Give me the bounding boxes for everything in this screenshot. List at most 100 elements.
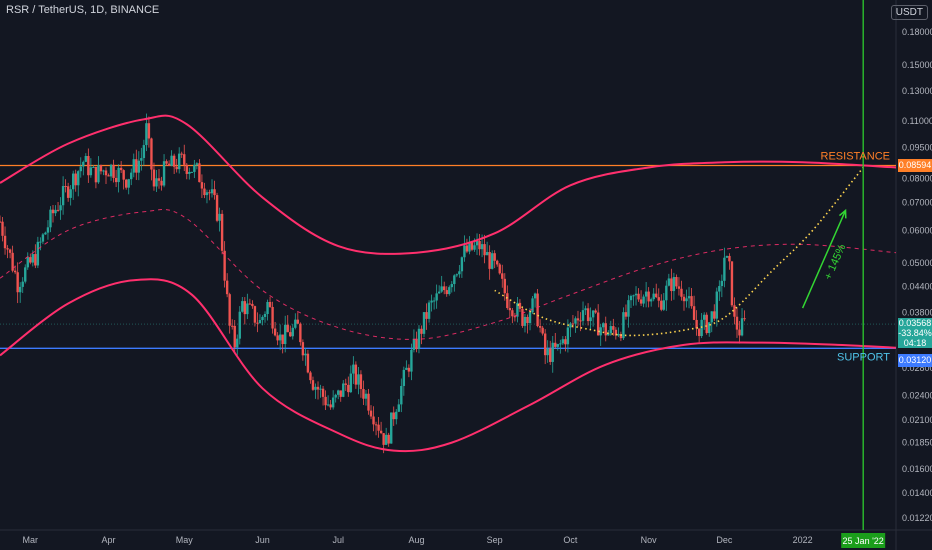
candle-body bbox=[379, 430, 383, 434]
candle-body bbox=[200, 182, 204, 189]
candle-body bbox=[127, 179, 130, 188]
candle-body bbox=[203, 188, 206, 196]
candle-body bbox=[634, 293, 638, 296]
candle-body bbox=[743, 318, 746, 320]
candle-body bbox=[213, 189, 216, 196]
candle-body bbox=[104, 170, 108, 176]
candle-body bbox=[533, 293, 537, 299]
channel-mid-curve bbox=[0, 209, 897, 340]
candle-body bbox=[554, 342, 557, 347]
candle-body bbox=[256, 322, 259, 324]
candle-body bbox=[738, 329, 741, 336]
y-tick-label: 0.05000 bbox=[902, 258, 932, 268]
candle-body bbox=[511, 310, 514, 317]
candle-body bbox=[304, 353, 307, 356]
x-tick-label: May bbox=[176, 535, 194, 545]
candle-body bbox=[713, 311, 716, 319]
candle-body bbox=[268, 301, 272, 307]
candle-body bbox=[657, 297, 660, 301]
chart-title: RSR / TetherUS, 1D, BINANCE bbox=[6, 4, 160, 16]
current-price-value: 0.03568 bbox=[898, 318, 932, 329]
candle-body bbox=[87, 156, 90, 176]
candle-body bbox=[296, 319, 300, 324]
candle-body bbox=[692, 306, 696, 320]
candle-body bbox=[29, 257, 32, 263]
candle-body bbox=[147, 123, 151, 139]
candle-body bbox=[427, 302, 431, 319]
channel-upper-curve bbox=[0, 114, 897, 255]
candle-body bbox=[160, 180, 163, 186]
candle-body bbox=[54, 209, 57, 214]
candle-body bbox=[591, 310, 595, 318]
candle-body bbox=[677, 286, 681, 289]
candle-body bbox=[690, 296, 693, 307]
candle-body bbox=[364, 393, 368, 399]
candle-body bbox=[243, 301, 247, 315]
candle-body bbox=[276, 335, 279, 341]
candle-body bbox=[152, 169, 156, 187]
candle-body bbox=[56, 209, 60, 211]
candle-body bbox=[16, 272, 19, 293]
x-tick-label: Mar bbox=[23, 535, 39, 545]
candle-body bbox=[215, 195, 219, 221]
candle-body bbox=[710, 311, 713, 323]
candle-body bbox=[278, 334, 282, 341]
candle-body bbox=[1, 221, 4, 236]
candle-body bbox=[458, 271, 461, 275]
candle-body bbox=[604, 323, 607, 336]
candle-body bbox=[102, 170, 105, 172]
candle-body bbox=[382, 433, 385, 445]
y-tick-label: 0.18000 bbox=[902, 27, 932, 37]
candle-body bbox=[49, 209, 52, 228]
candle-body bbox=[231, 325, 234, 327]
candle-body bbox=[97, 165, 100, 183]
candle-body bbox=[410, 349, 413, 372]
candle-body bbox=[119, 167, 123, 171]
candle-body bbox=[541, 327, 544, 334]
candle-body bbox=[609, 326, 612, 334]
candle-body bbox=[8, 249, 12, 253]
candle-body bbox=[488, 252, 491, 269]
candle-body bbox=[695, 319, 698, 329]
candle-body bbox=[564, 339, 567, 345]
candle-body bbox=[516, 302, 519, 317]
candle-body bbox=[584, 308, 587, 311]
candle-body bbox=[41, 234, 45, 242]
candle-body bbox=[372, 416, 375, 425]
y-tick-label: 0.02400 bbox=[902, 391, 932, 401]
currency-button[interactable]: USDT bbox=[890, 5, 928, 20]
candle-body bbox=[362, 389, 365, 399]
candle-body bbox=[0, 221, 2, 223]
candle-body bbox=[420, 328, 423, 334]
candle-body bbox=[685, 298, 688, 302]
candle-body bbox=[74, 173, 77, 186]
candle-body bbox=[430, 300, 433, 303]
candle-body bbox=[122, 170, 125, 180]
candle-body bbox=[183, 154, 186, 165]
candle-body bbox=[538, 326, 542, 328]
candle-body bbox=[422, 312, 426, 334]
candle-body bbox=[402, 369, 406, 386]
candle-body bbox=[412, 338, 416, 350]
candle-body bbox=[301, 342, 305, 356]
candle-body bbox=[271, 306, 274, 329]
candle-body bbox=[26, 257, 29, 268]
candle-body bbox=[236, 338, 239, 348]
candle-body bbox=[208, 192, 211, 194]
candle-body bbox=[392, 412, 395, 420]
candle-body bbox=[723, 257, 726, 281]
candle-body bbox=[400, 385, 403, 405]
candle-body bbox=[6, 248, 9, 250]
candle-body bbox=[311, 380, 315, 390]
candle-body bbox=[619, 333, 623, 339]
candle-body bbox=[506, 293, 509, 309]
candle-body bbox=[594, 310, 597, 313]
candle-body bbox=[432, 300, 436, 302]
candle-body bbox=[614, 329, 618, 336]
candle-body bbox=[374, 424, 378, 426]
candle-body bbox=[64, 186, 67, 188]
candles bbox=[0, 113, 746, 454]
candle-body bbox=[188, 171, 191, 174]
candle-body bbox=[435, 293, 438, 301]
